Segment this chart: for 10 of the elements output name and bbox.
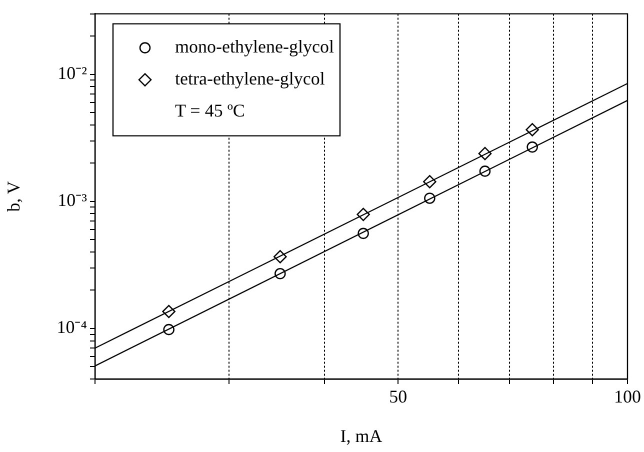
y-axis-title: b, V (4, 181, 24, 212)
x-axis-title: I, mA (340, 426, 382, 446)
y-tick-label: 10⁻⁴ (56, 317, 87, 338)
x-tick-label: 100 (614, 386, 641, 407)
x-tick-label: 50 (389, 386, 408, 407)
legend-label: tetra-ethylene-glycol (175, 68, 325, 89)
legend-label: mono-ethylene-glycol (175, 36, 334, 57)
y-tick-label: 10⁻² (58, 63, 87, 84)
y-tick-label: 10⁻³ (58, 190, 88, 210)
annotation: T = 45 ºC (175, 100, 245, 121)
